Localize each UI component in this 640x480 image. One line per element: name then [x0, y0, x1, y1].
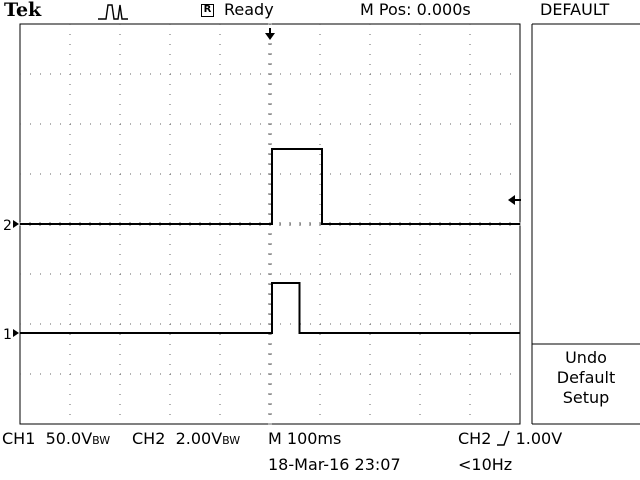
waveform-traces	[20, 148, 520, 334]
trigger-level: 1.00V	[515, 429, 563, 448]
timebase-readout: M 100ms	[268, 429, 342, 448]
ch1-waveform	[20, 282, 520, 334]
trigger-position-marker	[265, 33, 275, 40]
ch1-bw-limit: BW	[92, 434, 111, 447]
ch2-marker-arrow	[13, 220, 19, 228]
side-button-line: Setup	[562, 388, 610, 407]
run-status: Ready	[224, 0, 274, 19]
ch2-label: CH2	[132, 429, 166, 448]
trigger-frequency: <10Hz	[458, 455, 513, 474]
ch1-ground-marker: 1	[3, 327, 12, 343]
brand-logo: Tek	[4, 0, 42, 21]
ch1-marker-arrow	[13, 329, 19, 337]
ch2-waveform	[20, 148, 520, 225]
trigger-source: CH2	[458, 429, 492, 448]
side-button-line: Default	[556, 368, 616, 387]
ch1-scale-readout: CH1 50.0VBW	[2, 430, 110, 450]
ch2-scale-readout: CH2 2.00VBW	[132, 430, 240, 450]
run-state-badge: R	[201, 4, 214, 17]
trigger-level-marker	[508, 195, 515, 205]
rising-edge-icon	[497, 430, 511, 446]
side-button-line: Undo	[565, 348, 607, 367]
horizontal-position: M Pos: 0.000s	[360, 0, 471, 19]
ch2-scale: 2.00V	[175, 429, 223, 448]
ch1-label: CH1	[2, 429, 36, 448]
undo-default-setup-button[interactable]: Undo Default Setup	[532, 344, 640, 424]
ch2-bw-limit: BW	[222, 434, 241, 447]
pulse-acquisition-icon	[98, 4, 128, 20]
date-time: 18-Mar-16 23:07	[268, 455, 401, 474]
trigger-readout: CH2 1.00V	[458, 430, 562, 448]
ch2-ground-marker: 2	[3, 218, 12, 234]
ch1-scale: 50.0V	[45, 429, 93, 448]
menu-title: DEFAULT	[540, 0, 610, 19]
